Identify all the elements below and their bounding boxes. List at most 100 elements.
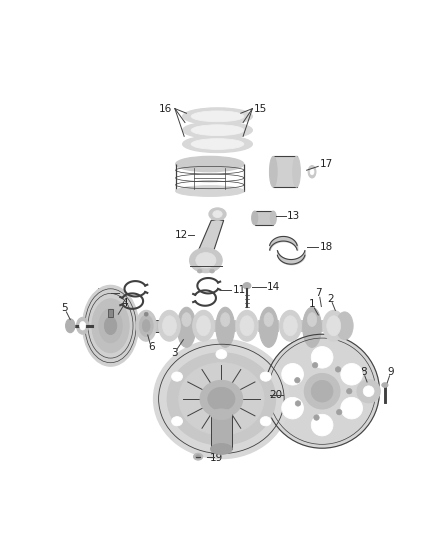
Text: 6: 6 bbox=[148, 342, 155, 352]
Text: 7: 7 bbox=[315, 288, 321, 298]
Ellipse shape bbox=[311, 381, 333, 402]
Ellipse shape bbox=[311, 346, 333, 368]
Ellipse shape bbox=[216, 308, 235, 348]
Ellipse shape bbox=[346, 389, 352, 394]
Ellipse shape bbox=[269, 156, 277, 187]
Ellipse shape bbox=[270, 211, 276, 225]
Ellipse shape bbox=[357, 379, 380, 403]
Text: 12: 12 bbox=[174, 230, 188, 240]
Text: 17: 17 bbox=[319, 159, 332, 169]
Ellipse shape bbox=[179, 363, 264, 435]
Bar bbox=[108, 309, 113, 317]
Ellipse shape bbox=[162, 316, 177, 336]
Ellipse shape bbox=[198, 269, 202, 273]
Ellipse shape bbox=[191, 125, 244, 135]
Ellipse shape bbox=[80, 321, 86, 330]
Ellipse shape bbox=[279, 310, 301, 341]
Text: 14: 14 bbox=[267, 282, 280, 292]
Ellipse shape bbox=[236, 310, 258, 341]
Text: 10: 10 bbox=[97, 288, 110, 298]
Ellipse shape bbox=[314, 415, 319, 420]
Bar bbox=[214, 320, 236, 332]
Ellipse shape bbox=[265, 334, 379, 448]
Text: 4: 4 bbox=[121, 297, 128, 308]
Text: 8: 8 bbox=[360, 367, 367, 377]
Ellipse shape bbox=[177, 308, 196, 348]
Ellipse shape bbox=[310, 168, 314, 175]
Ellipse shape bbox=[260, 372, 271, 381]
Ellipse shape bbox=[183, 122, 252, 139]
Ellipse shape bbox=[251, 211, 258, 225]
Ellipse shape bbox=[176, 185, 244, 196]
Ellipse shape bbox=[382, 383, 388, 387]
Ellipse shape bbox=[194, 453, 203, 460]
Ellipse shape bbox=[363, 386, 374, 397]
Bar bbox=[273, 156, 297, 187]
Ellipse shape bbox=[182, 313, 191, 327]
Ellipse shape bbox=[221, 313, 230, 327]
Ellipse shape bbox=[341, 398, 363, 419]
Ellipse shape bbox=[211, 409, 232, 419]
Ellipse shape bbox=[190, 248, 222, 273]
Ellipse shape bbox=[303, 308, 321, 348]
Ellipse shape bbox=[336, 409, 342, 415]
Ellipse shape bbox=[183, 135, 252, 152]
Ellipse shape bbox=[139, 320, 148, 332]
Ellipse shape bbox=[295, 401, 300, 406]
Ellipse shape bbox=[136, 310, 156, 341]
Ellipse shape bbox=[336, 367, 341, 372]
Ellipse shape bbox=[209, 208, 226, 220]
Bar bbox=[258, 320, 279, 332]
Bar bbox=[211, 414, 232, 449]
Ellipse shape bbox=[191, 111, 244, 122]
Text: 5: 5 bbox=[61, 303, 67, 313]
Ellipse shape bbox=[282, 398, 304, 419]
Ellipse shape bbox=[139, 315, 153, 336]
Polygon shape bbox=[198, 220, 224, 251]
Ellipse shape bbox=[196, 253, 216, 268]
Ellipse shape bbox=[304, 374, 340, 409]
Ellipse shape bbox=[243, 282, 251, 289]
Ellipse shape bbox=[293, 156, 300, 187]
Bar bbox=[301, 320, 323, 332]
Text: 11: 11 bbox=[233, 285, 246, 295]
Ellipse shape bbox=[208, 387, 235, 410]
Ellipse shape bbox=[172, 372, 183, 381]
Ellipse shape bbox=[341, 364, 363, 385]
Text: 9: 9 bbox=[388, 367, 394, 377]
Ellipse shape bbox=[336, 312, 353, 340]
Ellipse shape bbox=[77, 317, 89, 334]
Ellipse shape bbox=[216, 439, 227, 448]
Ellipse shape bbox=[213, 211, 222, 217]
Ellipse shape bbox=[92, 299, 129, 353]
Bar bbox=[180, 320, 193, 332]
Ellipse shape bbox=[159, 310, 180, 341]
Ellipse shape bbox=[312, 362, 318, 368]
Ellipse shape bbox=[283, 316, 297, 336]
Ellipse shape bbox=[327, 316, 341, 336]
Ellipse shape bbox=[144, 312, 148, 316]
Text: 1: 1 bbox=[309, 299, 315, 309]
Bar bbox=[144, 320, 171, 332]
Ellipse shape bbox=[210, 269, 214, 273]
Ellipse shape bbox=[200, 381, 243, 417]
Ellipse shape bbox=[172, 417, 183, 426]
Text: 2: 2 bbox=[327, 294, 334, 304]
Ellipse shape bbox=[307, 313, 317, 327]
Ellipse shape bbox=[259, 308, 278, 348]
Text: 15: 15 bbox=[254, 103, 267, 114]
Ellipse shape bbox=[308, 166, 316, 178]
Ellipse shape bbox=[197, 316, 211, 336]
Ellipse shape bbox=[295, 377, 300, 383]
Ellipse shape bbox=[282, 364, 304, 385]
Ellipse shape bbox=[167, 353, 276, 445]
Ellipse shape bbox=[83, 285, 138, 366]
Ellipse shape bbox=[176, 156, 244, 172]
Ellipse shape bbox=[191, 139, 244, 149]
Ellipse shape bbox=[216, 350, 227, 359]
Text: 16: 16 bbox=[159, 103, 172, 114]
Ellipse shape bbox=[264, 313, 273, 327]
Ellipse shape bbox=[66, 319, 75, 333]
Ellipse shape bbox=[211, 443, 232, 454]
Ellipse shape bbox=[104, 317, 117, 335]
